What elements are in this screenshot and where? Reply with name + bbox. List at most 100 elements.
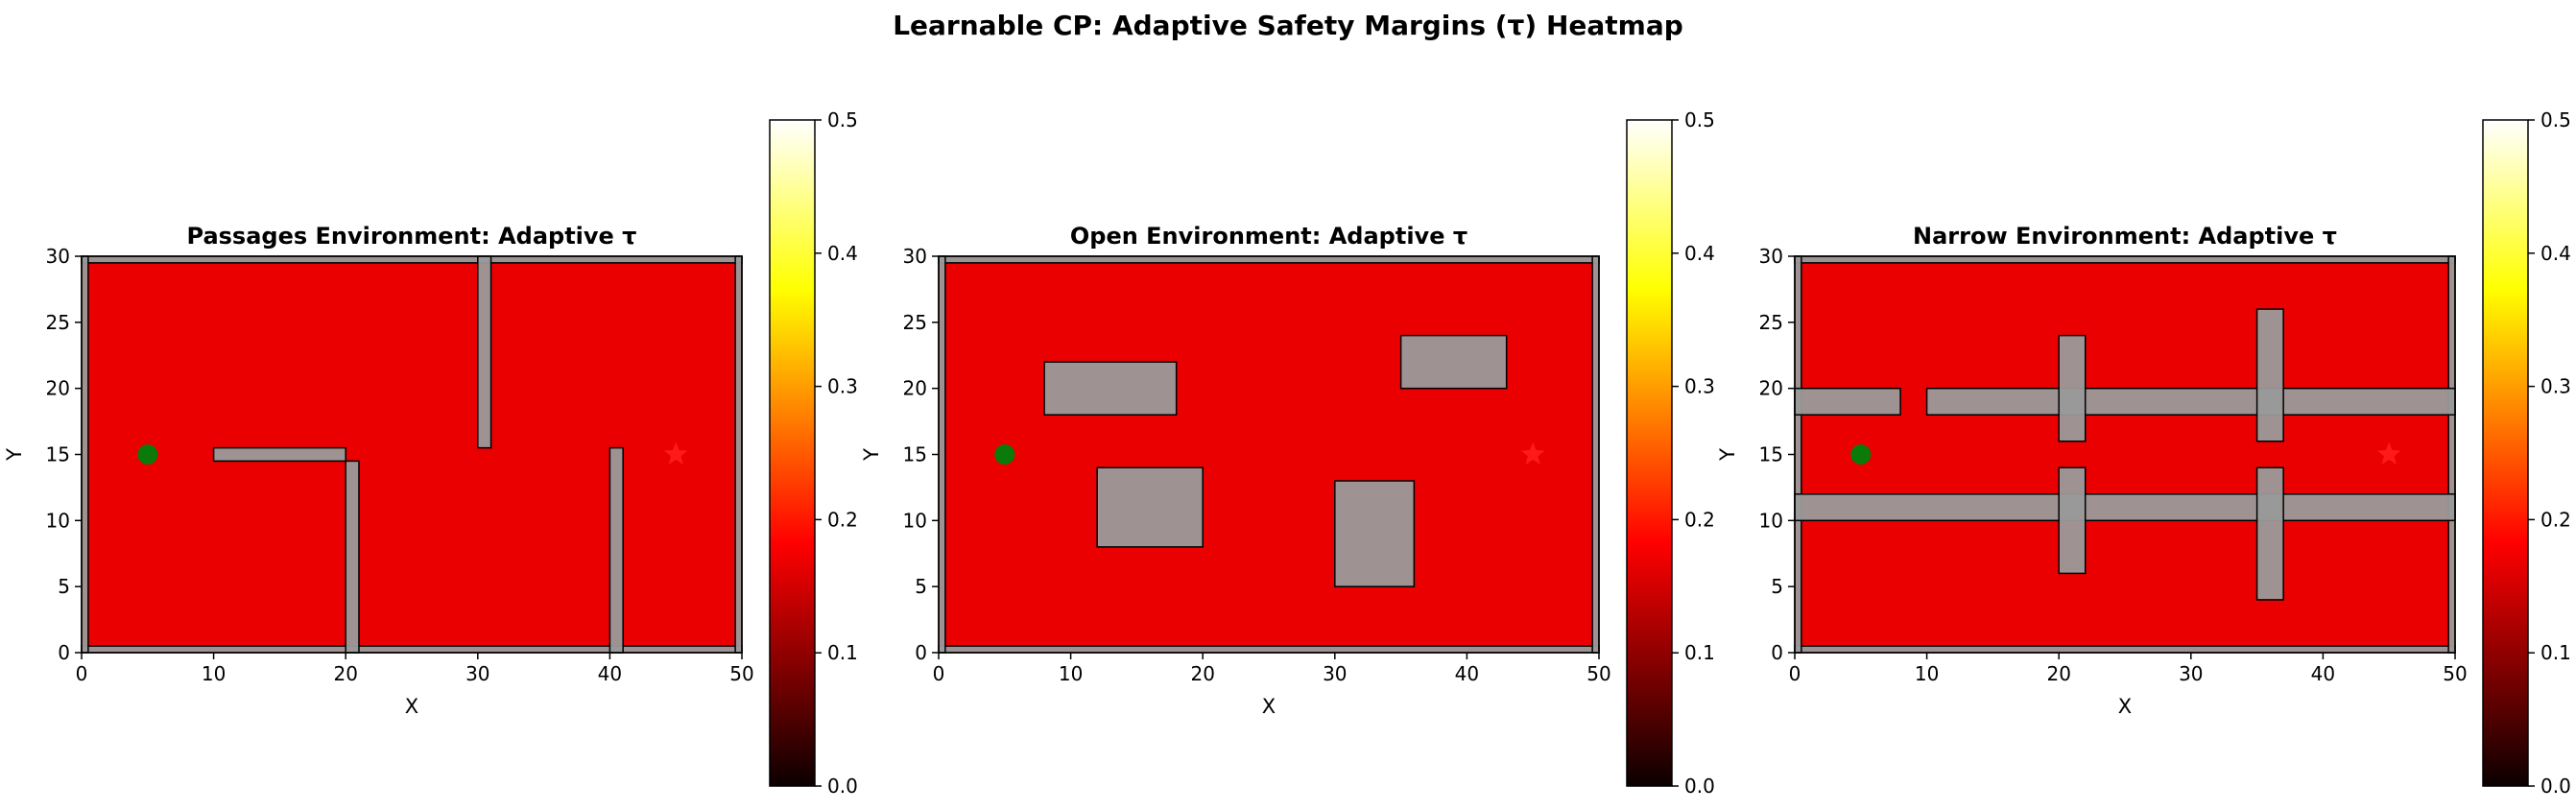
- colorbar-gradient: [1627, 120, 1672, 786]
- colorbar-tick-label: 0.4: [827, 242, 858, 265]
- y-tick-label: 0: [915, 641, 927, 664]
- obstacle-4: [734, 255, 743, 654]
- start-marker: [994, 444, 1015, 465]
- obstacle-4: [1591, 255, 1600, 654]
- x-tick-label: 10: [1059, 662, 1083, 685]
- colorbar-tick-label: 0.4: [2540, 242, 2571, 265]
- obstacle-5: [1794, 387, 1901, 416]
- panel-title: Passages Environment: Adaptive τ: [187, 223, 637, 250]
- start-marker: [1850, 444, 1872, 465]
- y-tick-label: 10: [46, 509, 70, 532]
- y-axis-label: Y: [3, 448, 26, 462]
- y-tick-label: 25: [903, 311, 927, 334]
- x-tick-label: 20: [2046, 662, 2070, 685]
- obstacle-7: [477, 255, 492, 449]
- panel-3: 0 10 20 30 40 50 0 5 10 15 20 25 30 X Y Narrow Environm…: [1716, 108, 2571, 798]
- x-tick-label: 40: [2311, 662, 2335, 685]
- obstacle-1: [938, 645, 1600, 654]
- obstacle-9: [2058, 466, 2087, 575]
- figure-title: Learnable CP: Adaptive Safety Margins (τ…: [893, 10, 1683, 41]
- x-tick-label: 30: [465, 662, 489, 685]
- obstacle-4: [2447, 255, 2456, 654]
- y-tick-label: 15: [903, 443, 927, 466]
- colorbar-tick-label: 0.2: [1684, 508, 1715, 531]
- x-tick-label: 0: [933, 662, 945, 685]
- colorbar-tick-label: 0.4: [1684, 242, 1715, 265]
- y-tick-label: 30: [903, 245, 927, 268]
- y-tick-label: 30: [1759, 245, 1783, 268]
- y-tick-label: 25: [46, 311, 70, 334]
- obstacle-8: [608, 446, 624, 654]
- x-tick-label: 20: [333, 662, 357, 685]
- obstacle-3: [81, 255, 89, 654]
- panel-1: 0 10 20 30 40 50 0 5 10 15 20 25 30 X Y Passages Enviro…: [3, 108, 858, 798]
- colorbar-frame: [2482, 119, 2529, 787]
- obstacle-7: [1334, 480, 1416, 587]
- obstacle-8: [2058, 334, 2087, 442]
- colorbar-tick-label: 0.2: [827, 508, 858, 531]
- goal-marker: [663, 441, 688, 465]
- y-tick-label: 5: [1771, 575, 1783, 598]
- obstacle-8: [1399, 334, 1508, 390]
- colorbar-tick-label: 0.0: [1684, 775, 1715, 798]
- y-tick-label: 30: [46, 245, 70, 268]
- x-tick-label: 30: [1323, 662, 1347, 685]
- y-tick-label: 5: [58, 575, 70, 598]
- x-tick-label: 40: [1455, 662, 1479, 685]
- colorbar-tick-label: 0.1: [2540, 641, 2571, 664]
- y-tick-label: 20: [1759, 377, 1783, 400]
- y-axis-label: Y: [860, 448, 883, 462]
- colorbar-tick-label: 0.1: [1684, 641, 1715, 664]
- x-tick-label: 10: [202, 662, 226, 685]
- y-tick-label: 20: [46, 377, 70, 400]
- colorbar-tick-label: 0.5: [1684, 108, 1715, 131]
- colorbar-gradient: [2483, 120, 2528, 786]
- obstacle-3: [1794, 255, 1802, 654]
- y-tick-label: 5: [915, 575, 927, 598]
- obstacle-6: [1096, 466, 1204, 548]
- y-tick-label: 15: [1759, 443, 1783, 466]
- obstacle-1: [81, 645, 743, 654]
- colorbar-tick-label: 0.1: [827, 641, 858, 664]
- colorbar-tick-label: 0.5: [827, 108, 858, 131]
- colorbar-tick-label: 0.3: [2540, 375, 2571, 398]
- y-tick-label: 0: [58, 641, 70, 664]
- x-tick-label: 10: [1915, 662, 1939, 685]
- obstacle-2: [1794, 255, 2456, 264]
- colorbar-tick-label: 0.5: [2540, 108, 2571, 131]
- x-tick-label: 30: [2179, 662, 2203, 685]
- y-tick-label: 20: [903, 377, 927, 400]
- y-tick-label: 15: [46, 443, 70, 466]
- y-tick-label: 0: [1771, 641, 1783, 664]
- panel-title: Open Environment: Adaptive τ: [1070, 223, 1467, 250]
- start-marker: [137, 444, 158, 465]
- obstacle-3: [938, 255, 946, 654]
- x-axis-label: X: [1262, 695, 1276, 718]
- colorbar-tick-label: 0.3: [1684, 375, 1715, 398]
- x-tick-label: 20: [1190, 662, 1214, 685]
- y-axis-label: Y: [1716, 448, 1739, 462]
- x-tick-label: 50: [1586, 662, 1610, 685]
- panel-2: 0 10 20 30 40 50 0 5 10 15 20 25 30 X Y Open Environmen…: [860, 108, 1715, 798]
- obstacle-6: [345, 460, 360, 654]
- goal-marker: [1520, 441, 1545, 465]
- obstacle-11: [2255, 466, 2284, 601]
- colorbar-frame: [1626, 119, 1673, 787]
- y-tick-label: 25: [1759, 311, 1783, 334]
- obstacle-5: [212, 446, 346, 463]
- heatmap-field: [82, 256, 742, 653]
- x-axis-label: X: [405, 695, 418, 718]
- colorbar-tick-label: 0.2: [2540, 508, 2571, 531]
- x-tick-label: 0: [76, 662, 88, 685]
- obstacle-2: [938, 255, 1600, 264]
- obstacle-6: [1925, 387, 2456, 416]
- colorbar-tick-label: 0.0: [827, 775, 858, 798]
- goal-marker: [2376, 441, 2401, 465]
- obstacle-7: [1794, 493, 2456, 522]
- colorbar-frame: [769, 119, 816, 787]
- x-tick-label: 50: [2443, 662, 2467, 685]
- x-axis-label: X: [2118, 695, 2132, 718]
- obstacle-1: [1794, 645, 2456, 654]
- x-tick-label: 0: [1789, 662, 1801, 685]
- obstacle-5: [1043, 361, 1178, 416]
